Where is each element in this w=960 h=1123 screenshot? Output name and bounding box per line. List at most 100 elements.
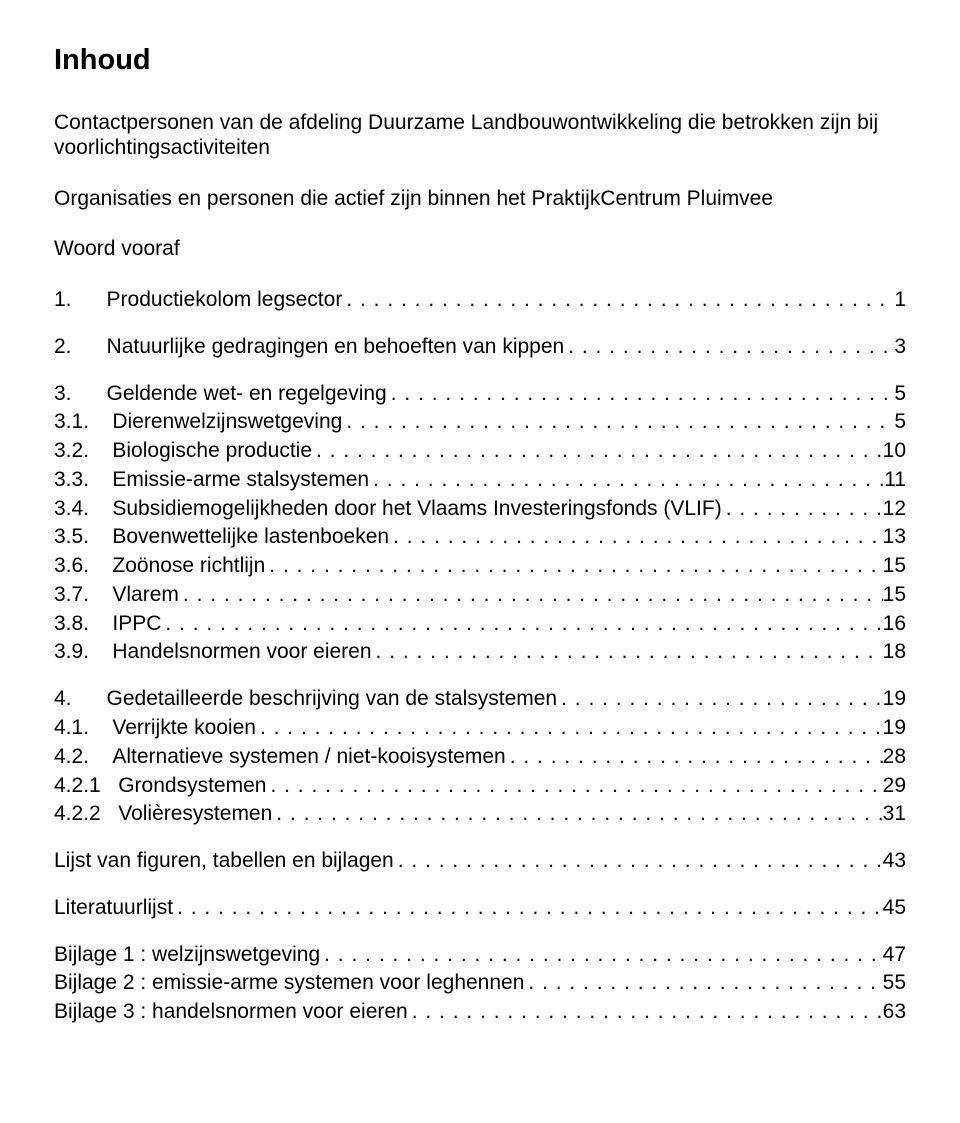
- toc-entry: 4. Gedetailleerde beschrijving van de st…: [54, 687, 906, 712]
- toc-leader-dots: . . . . . . . . . . . . . . . . . . . . …: [342, 410, 894, 435]
- toc-entry-label: Subsidiemogelijkheden door het Vlaams In…: [112, 497, 721, 522]
- toc-entry: 3.1. Dierenwelzijnswetgeving . . . . . .…: [54, 410, 906, 435]
- page-title: Inhoud: [54, 44, 906, 77]
- toc-entry: Bijlage 3 : handelsnormen voor eieren . …: [54, 1000, 906, 1025]
- toc-entry-number: 4.2.2: [54, 802, 118, 827]
- toc-entry: 4.2.1 Grondsystemen . . . . . . . . . . …: [54, 774, 906, 799]
- toc-entry-number: 3.8.: [54, 612, 112, 637]
- toc-entry-label: Handelsnormen voor eieren: [112, 640, 371, 665]
- toc-leader-dots: . . . . . . . . . . . . . . . . . . . . …: [265, 554, 882, 579]
- toc-entry-number: 3.6.: [54, 554, 112, 579]
- toc-entry-label: Natuurlijke gedragingen en behoeften van…: [107, 335, 565, 360]
- toc-leader-dots: . . . . . . . . . . . . . . . . . . . . …: [256, 716, 883, 741]
- toc-entry-page: 55: [883, 971, 906, 996]
- toc-entry-number: 3.7.: [54, 583, 112, 608]
- toc-entry: 4.1. Verrijkte kooien . . . . . . . . . …: [54, 716, 906, 741]
- toc-entry-label: Bijlage 3 : handelsnormen voor eieren: [54, 1000, 408, 1025]
- toc-entry: 4.2. Alternatieve systemen / niet-kooisy…: [54, 745, 906, 770]
- toc-entry: Bijlage 1 : welzijnswetgeving . . . . . …: [54, 943, 906, 968]
- toc-entry-label: Biologische productie: [112, 439, 312, 464]
- toc-group: 3. Geldende wet- en regelgeving . . . . …: [54, 382, 906, 666]
- toc-entry-label: Bovenwettelijke lastenboeken: [112, 525, 389, 550]
- toc-entry-number: 2.: [54, 335, 107, 360]
- toc-entry-page: 28: [883, 745, 906, 770]
- toc-leader-dots: . . . . . . . . . . . . . . . . . . . . …: [266, 774, 882, 799]
- toc-entry-label: Bijlage 2 : emissie-arme systemen voor l…: [54, 971, 524, 996]
- toc-leader-dots: . . . . . . . . . . . . . . . . . . . . …: [161, 612, 882, 637]
- toc-entry-label: Bijlage 1 : welzijnswetgeving: [54, 943, 320, 968]
- table-of-contents: 1. Productiekolom legsector . . . . . . …: [54, 288, 906, 1025]
- toc-entry: 3.9. Handelsnormen voor eieren . . . . .…: [54, 640, 906, 665]
- toc-leader-dots: . . . . . . . . . . . . . . . . . . . . …: [524, 971, 882, 996]
- toc-entry: 4.2.2 Volièresystemen . . . . . . . . . …: [54, 802, 906, 827]
- toc-entry-number: 3.4.: [54, 497, 112, 522]
- toc-entry: Lijst van figuren, tabellen en bijlagen …: [54, 849, 906, 874]
- toc-leader-dots: . . . . . . . . . . . . . . . . . . . . …: [557, 687, 883, 712]
- toc-entry-page: 31: [883, 802, 906, 827]
- toc-entry: 3.7. Vlarem . . . . . . . . . . . . . . …: [54, 583, 906, 608]
- toc-leader-dots: . . . . . . . . . . . . . . . . . . . . …: [312, 439, 883, 464]
- toc-leader-dots: . . . . . . . . . . . . . . . . . . . . …: [272, 802, 882, 827]
- toc-leader-dots: . . . . . . . . . . . . . . . . . . . . …: [408, 1000, 883, 1025]
- intro-paragraph: Contactpersonen van de afdeling Duurzame…: [54, 111, 906, 161]
- toc-leader-dots: . . . . . . . . . . . . . . . . . . . . …: [179, 583, 883, 608]
- toc-group: 4. Gedetailleerde beschrijving van de st…: [54, 687, 906, 827]
- toc-entry: 3.6. Zoönose richtlijn . . . . . . . . .…: [54, 554, 906, 579]
- toc-entry-number: 4.2.1: [54, 774, 118, 799]
- toc-entry-number: 4.: [54, 687, 107, 712]
- toc-entry-label: Grondsystemen: [118, 774, 266, 799]
- toc-entry-page: 47: [883, 943, 906, 968]
- toc-entry-page: 18: [883, 640, 906, 665]
- toc-entry-page: 13: [883, 525, 906, 550]
- toc-entry-label: IPPC: [112, 612, 161, 637]
- toc-leader-dots: . . . . . . . . . . . . . . . . . . . . …: [506, 745, 883, 770]
- toc-entry-label: Gedetailleerde beschrijving van de stals…: [107, 687, 558, 712]
- toc-entry-page: 3: [894, 335, 906, 360]
- toc-entry-label: Lijst van figuren, tabellen en bijlagen: [54, 849, 394, 874]
- intro-paragraph: Organisaties en personen die actief zijn…: [54, 187, 906, 212]
- toc-entry-page: 45: [883, 896, 906, 921]
- toc-entry-page: 15: [883, 554, 906, 579]
- toc-entry-label: Volièresystemen: [118, 802, 272, 827]
- toc-entry-page: 5: [894, 410, 906, 435]
- toc-entry-number: 4.2.: [54, 745, 112, 770]
- toc-leader-dots: . . . . . . . . . . . . . . . . . . . . …: [389, 525, 883, 550]
- intro-paragraph: Woord vooraf: [54, 237, 906, 262]
- toc-entry-page: 10: [883, 439, 906, 464]
- toc-entry-page: 19: [883, 687, 906, 712]
- toc-leader-dots: . . . . . . . . . . . . . . . . . . . . …: [387, 382, 895, 407]
- toc-leader-dots: . . . . . . . . . . . . . . . . . . . . …: [722, 497, 883, 522]
- toc-entry-number: 3.1.: [54, 410, 112, 435]
- toc-entry: 2. Natuurlijke gedragingen en behoeften …: [54, 335, 906, 360]
- toc-entry-page: 12: [883, 497, 906, 522]
- toc-entry-number: 3.: [54, 382, 107, 407]
- toc-entry-label: Dierenwelzijnswetgeving: [112, 410, 342, 435]
- toc-entry-page: 16: [883, 612, 906, 637]
- toc-leader-dots: . . . . . . . . . . . . . . . . . . . . …: [394, 849, 883, 874]
- toc-leader-dots: . . . . . . . . . . . . . . . . . . . . …: [372, 640, 883, 665]
- toc-entry-number: 4.1.: [54, 716, 112, 741]
- toc-entry-label: Vlarem: [112, 583, 179, 608]
- toc-entry-label: Geldende wet- en regelgeving: [107, 382, 387, 407]
- toc-leader-dots: . . . . . . . . . . . . . . . . . . . . …: [173, 896, 883, 921]
- toc-leader-dots: . . . . . . . . . . . . . . . . . . . . …: [369, 468, 884, 493]
- toc-group: Lijst van figuren, tabellen en bijlagen …: [54, 849, 906, 874]
- toc-entry-number: 1.: [54, 288, 107, 313]
- toc-entry: 3. Geldende wet- en regelgeving . . . . …: [54, 382, 906, 407]
- toc-entry-page: 5: [894, 382, 906, 407]
- toc-entry-page: 1: [894, 288, 906, 313]
- toc-entry-page: 11: [884, 468, 906, 493]
- toc-entry: Bijlage 2 : emissie-arme systemen voor l…: [54, 971, 906, 996]
- toc-entry: 3.8. IPPC . . . . . . . . . . . . . . . …: [54, 612, 906, 637]
- toc-entry-label: Zoönose richtlijn: [112, 554, 265, 579]
- toc-entry-label: Verrijkte kooien: [112, 716, 256, 741]
- toc-entry-label: Alternatieve systemen / niet-kooisysteme…: [112, 745, 505, 770]
- toc-entry: 3.5. Bovenwettelijke lastenboeken . . . …: [54, 525, 906, 550]
- toc-entry-page: 19: [883, 716, 906, 741]
- toc-entry: 1. Productiekolom legsector . . . . . . …: [54, 288, 906, 313]
- toc-leader-dots: . . . . . . . . . . . . . . . . . . . . …: [564, 335, 894, 360]
- toc-entry-label: Literatuurlijst: [54, 896, 173, 921]
- toc-entry: 3.4. Subsidiemogelijkheden door het Vlaa…: [54, 497, 906, 522]
- toc-entry-label: Emissie-arme stalsystemen: [112, 468, 369, 493]
- toc-entry: 3.2. Biologische productie . . . . . . .…: [54, 439, 906, 464]
